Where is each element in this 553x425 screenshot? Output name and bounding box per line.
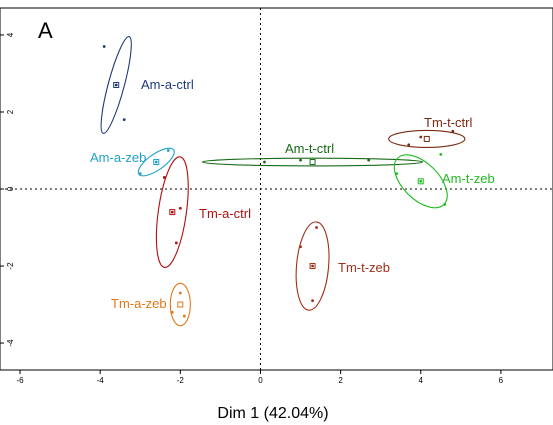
centroid-marker-tm-a-zeb — [177, 301, 184, 308]
data-point-tm-t-ctrl-0 — [407, 143, 411, 147]
data-point-tm-t-zeb-2 — [311, 299, 314, 303]
data-point-tm-t-ctrl-2 — [419, 135, 423, 139]
y-tick-label-1: -2 — [6, 262, 15, 270]
group-layer: Am-a-ctrl Am-a-zeb Tm-a-ctrl Am-t-ctrl Tm-t-… — [90, 36, 495, 327]
x-tick-label-2: -2 — [177, 376, 185, 385]
confidence-ellipse-am-a-zeb — [137, 147, 175, 177]
data-point-am-t-zeb-0 — [395, 172, 399, 175]
x-tick-label-0: -6 — [16, 376, 24, 385]
data-point-tm-a-ctrl-1 — [170, 210, 174, 214]
confidence-ellipse-tm-a-zeb — [169, 282, 191, 327]
group-tm-t-zeb: Tm-t-zeb — [295, 221, 390, 311]
reference-lines — [0, 8, 553, 370]
y-tick-label-0: -4 — [6, 339, 15, 347]
data-point-tm-a-zeb-1 — [182, 314, 186, 318]
centroid-marker-am-a-ctrl — [113, 82, 120, 89]
group-label-tm-t-ctrl: Tm-t-ctrl — [424, 115, 472, 130]
data-point-am-t-ctrl-2 — [367, 158, 371, 162]
centroid-marker-tm-t-zeb — [309, 263, 316, 270]
group-am-t-ctrl: Am-t-ctrl — [201, 141, 424, 167]
group-label-am-t-zeb: Am-t-zeb — [442, 171, 495, 186]
group-label-am-t-ctrl: Am-t-ctrl — [285, 141, 334, 156]
y-tick-label-3: 2 — [6, 109, 15, 114]
x-tick-label-4: 2 — [338, 376, 343, 385]
confidence-ellipse-tm-a-ctrl — [155, 156, 189, 268]
x-tick-label-3: 0 — [258, 376, 263, 385]
plot-frame — [0, 7, 553, 371]
y-tick-label-4: 4 — [6, 32, 15, 37]
confidence-ellipse-am-t-ctrl — [201, 157, 424, 167]
data-point-am-t-ctrl-1 — [299, 158, 302, 162]
data-point-am-t-zeb-3 — [419, 179, 423, 183]
x-axis-title: Dim 1 (42.04%) — [217, 405, 328, 422]
data-point-am-a-ctrl-0 — [102, 45, 106, 48]
data-point-am-t-zeb-1 — [443, 203, 447, 206]
data-point-am-a-zeb-0 — [138, 172, 142, 175]
centroid-marker-am-t-zeb — [417, 178, 424, 185]
data-point-tm-a-zeb-2 — [178, 291, 182, 295]
x-tick-label-6: 6 — [499, 376, 504, 385]
confidence-ellipse-tm-t-zeb — [295, 221, 330, 311]
confidence-ellipse-tm-t-ctrl — [388, 129, 466, 148]
centroid-marker-am-t-ctrl — [309, 159, 316, 166]
centroid-marker-tm-t-ctrl — [423, 135, 430, 142]
data-point-am-t-zeb-2 — [439, 152, 443, 156]
data-point-am-a-ctrl-1 — [114, 83, 118, 87]
data-point-tm-a-ctrl-0 — [162, 176, 166, 179]
data-point-am-a-zeb-1 — [154, 160, 158, 164]
centroid-marker-am-a-zeb — [153, 159, 160, 166]
group-label-am-a-zeb: Am-a-zeb — [90, 150, 146, 165]
data-point-tm-a-ctrl-3 — [178, 206, 182, 210]
data-point-tm-t-ctrl-1 — [451, 129, 455, 133]
group-tm-a-ctrl: Tm-a-ctrl — [155, 156, 251, 268]
group-label-tm-a-ctrl: Tm-a-ctrl — [199, 206, 251, 221]
data-point-tm-t-zeb-0 — [299, 245, 302, 249]
group-tm-a-zeb: Tm-a-zeb — [111, 282, 191, 327]
x-tick-label-5: 4 — [419, 376, 424, 385]
group-label-am-a-ctrl: Am-a-ctrl — [141, 77, 194, 92]
data-point-tm-a-zeb-0 — [170, 310, 174, 314]
data-point-am-a-zeb-2 — [166, 149, 170, 152]
panel-label: A — [38, 18, 53, 43]
group-am-t-zeb: Am-t-zeb — [393, 152, 495, 209]
group-am-a-ctrl: Am-a-ctrl — [100, 36, 194, 134]
data-point-tm-t-zeb-1 — [311, 264, 314, 268]
data-point-tm-a-ctrl-2 — [174, 241, 178, 245]
group-am-a-zeb: Am-a-zeb — [90, 147, 175, 177]
group-label-tm-a-zeb: Tm-a-zeb — [111, 296, 167, 311]
group-tm-t-ctrl: Tm-t-ctrl — [388, 115, 472, 148]
x-tick-label-1: -4 — [97, 376, 105, 385]
data-point-am-a-ctrl-2 — [122, 118, 126, 122]
centroid-marker-tm-a-ctrl — [169, 209, 176, 216]
group-label-tm-t-zeb: Tm-t-zeb — [338, 260, 390, 275]
confidence-ellipse-am-a-ctrl — [100, 36, 132, 134]
data-point-tm-t-zeb-3 — [315, 226, 318, 229]
data-point-am-t-ctrl-0 — [263, 160, 266, 164]
